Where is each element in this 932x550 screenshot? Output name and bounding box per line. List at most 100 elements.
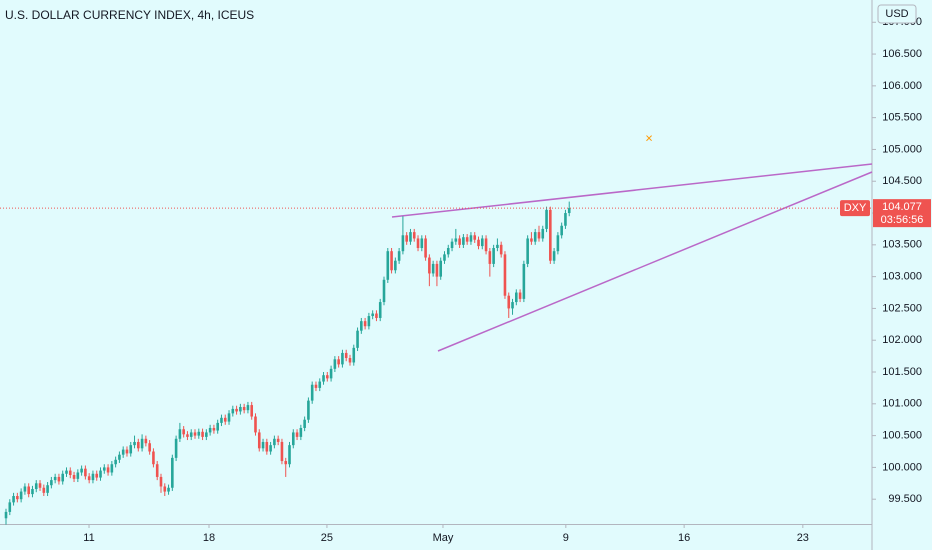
candle-body bbox=[549, 209, 552, 261]
candle-body bbox=[102, 467, 106, 471]
candle-body bbox=[242, 406, 246, 411]
candle-body bbox=[61, 473, 65, 482]
candle-body bbox=[42, 487, 46, 493]
candle-body bbox=[91, 473, 95, 481]
candle-body bbox=[318, 381, 322, 388]
currency-box[interactable] bbox=[877, 4, 917, 24]
candle-body bbox=[303, 419, 306, 428]
candle-body bbox=[390, 251, 393, 271]
y-tick-label: 105.000 bbox=[882, 143, 922, 155]
candle-body bbox=[193, 432, 197, 436]
plot: 99.500 100.000 100.500 101.000 101.500 102.00… bbox=[0, 16, 922, 544]
candle-body bbox=[465, 237, 469, 242]
y-tick-label: 100.500 bbox=[882, 430, 922, 442]
candle-body bbox=[564, 213, 567, 226]
candle-body bbox=[348, 358, 352, 363]
candle-body bbox=[80, 468, 83, 473]
candle-body bbox=[488, 251, 492, 264]
candle-body bbox=[499, 244, 503, 255]
trend-line-upper[interactable] bbox=[391, 163, 873, 218]
candle-body bbox=[159, 476, 163, 487]
candle-body bbox=[148, 443, 151, 452]
candle-body bbox=[235, 408, 238, 412]
candle-body bbox=[435, 263, 439, 277]
candle-body bbox=[439, 260, 443, 277]
candle-body bbox=[537, 232, 541, 239]
candle-body bbox=[133, 441, 136, 446]
candle-body bbox=[511, 302, 514, 309]
candle-body bbox=[68, 470, 72, 476]
last-price-label: 104.077 bbox=[882, 201, 922, 213]
candle-body bbox=[205, 432, 208, 437]
price-box bbox=[873, 199, 931, 228]
currency: USD bbox=[885, 8, 908, 20]
candle-body bbox=[515, 292, 518, 303]
x-tick-label: 23 bbox=[797, 532, 809, 544]
candle-body bbox=[412, 232, 416, 239]
y-tick-label: 103.000 bbox=[882, 271, 922, 283]
candle-body bbox=[167, 487, 170, 492]
candle-body bbox=[522, 263, 526, 299]
candle-body bbox=[363, 321, 367, 327]
candle-body bbox=[231, 408, 235, 414]
symbol-box bbox=[840, 200, 870, 217]
candle-body bbox=[284, 461, 288, 465]
candle-body bbox=[87, 476, 91, 481]
candle-body bbox=[57, 476, 61, 482]
candle-body bbox=[394, 260, 397, 271]
candle-body bbox=[189, 432, 193, 437]
candle-body bbox=[503, 254, 507, 296]
candle-body bbox=[329, 368, 333, 379]
candle-body bbox=[295, 432, 299, 437]
candle-body bbox=[171, 457, 174, 488]
candle-body bbox=[174, 438, 178, 458]
candle-body bbox=[8, 502, 12, 512]
candle-body bbox=[333, 359, 337, 369]
x-tick-label: May bbox=[433, 532, 454, 544]
candle-body bbox=[371, 313, 374, 317]
candle-body bbox=[556, 235, 560, 252]
candle-body bbox=[552, 251, 556, 261]
candle-body bbox=[477, 239, 480, 247]
candle-body bbox=[450, 241, 454, 249]
cross-marker[interactable]: × bbox=[645, 130, 653, 145]
candle-body bbox=[163, 486, 167, 492]
candle-body bbox=[76, 472, 80, 479]
candle-body bbox=[307, 400, 310, 420]
candle-body bbox=[431, 263, 435, 274]
candle-body bbox=[155, 464, 159, 477]
candle-body bbox=[496, 244, 499, 249]
candle-body bbox=[257, 432, 261, 449]
candle-body bbox=[409, 232, 412, 242]
candle-body bbox=[424, 238, 427, 258]
candle-body bbox=[401, 235, 405, 252]
candle-body bbox=[341, 352, 344, 365]
candle-body bbox=[280, 441, 284, 462]
candle-body bbox=[458, 238, 461, 245]
candle-body bbox=[291, 432, 295, 446]
candle-body bbox=[220, 417, 223, 423]
trend-line-lower[interactable] bbox=[437, 171, 873, 352]
candle-body bbox=[352, 347, 356, 363]
candle-body bbox=[208, 427, 212, 433]
x-tick-label: 16 bbox=[678, 532, 690, 544]
candle-body bbox=[16, 496, 19, 500]
symbol-label: DXY bbox=[844, 202, 867, 214]
candle-body bbox=[386, 251, 390, 280]
chart-title: U.S. DOLLAR CURRENCY INDEX, 4h, ICEUS bbox=[5, 8, 254, 22]
candle-body bbox=[46, 485, 49, 493]
candle-body bbox=[326, 375, 329, 379]
candle-body bbox=[114, 459, 117, 465]
candle-body bbox=[216, 422, 219, 431]
candle-body bbox=[38, 483, 42, 488]
candle-body bbox=[65, 470, 68, 474]
candle-body bbox=[273, 438, 276, 446]
candle-body bbox=[250, 405, 254, 417]
x-tick-label: 25 bbox=[321, 532, 333, 544]
candle-body bbox=[186, 434, 189, 437]
y-tick-label: 105.500 bbox=[882, 112, 922, 124]
candle-body bbox=[53, 476, 57, 481]
candle-body bbox=[314, 384, 318, 388]
candle-body bbox=[95, 473, 99, 478]
candle-body bbox=[106, 467, 110, 473]
